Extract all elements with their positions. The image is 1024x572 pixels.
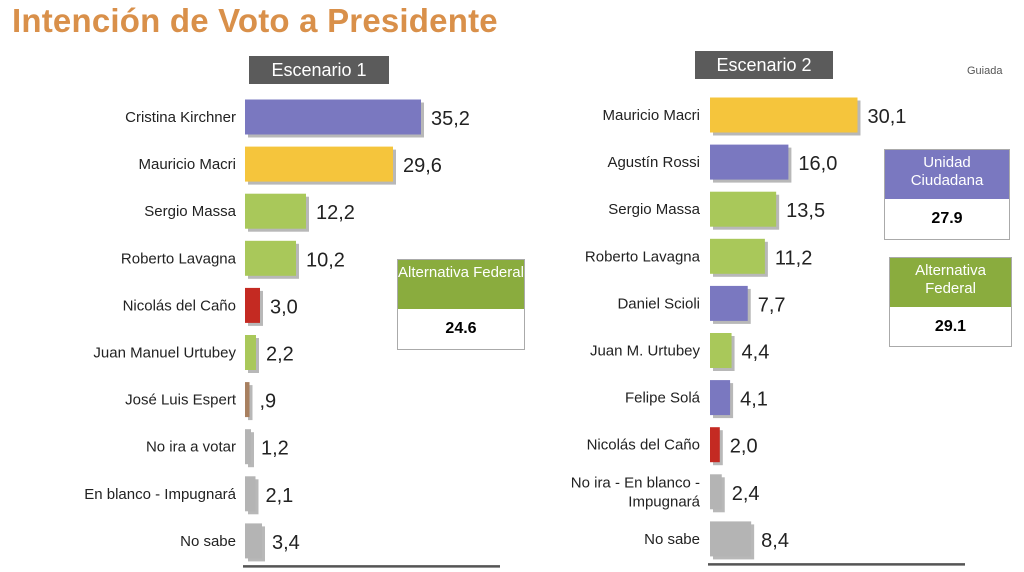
category-label: En blanco - Impugnará bbox=[84, 486, 236, 503]
bar-2-0 bbox=[710, 97, 858, 133]
bar-1-0 bbox=[245, 99, 421, 135]
value-label: 10,2 bbox=[306, 249, 345, 271]
category-label: Nicolás del Caño bbox=[587, 437, 700, 454]
scenario-1-header: Escenario 1 bbox=[249, 56, 389, 84]
value-label: 4,4 bbox=[742, 342, 770, 364]
category-label: Roberto Lavagna bbox=[585, 248, 701, 265]
category-label: José Luis Espert bbox=[125, 392, 237, 409]
bar-2-3 bbox=[710, 238, 765, 274]
alternativa-federal-label: Alternativa Federal bbox=[890, 258, 1011, 307]
value-label: 30,1 bbox=[867, 106, 906, 128]
value-label: 2,0 bbox=[730, 436, 758, 458]
category-label: Nicolás del Caño bbox=[123, 297, 236, 314]
bar-1-5 bbox=[245, 335, 256, 370]
alternativa-federal-label: Alternativa Federal bbox=[398, 260, 524, 309]
bar-1-9 bbox=[245, 523, 262, 559]
value-label: ,9 bbox=[260, 391, 277, 413]
alternativa-federal-value: 24.6 bbox=[445, 320, 477, 337]
bar-2-8 bbox=[710, 474, 722, 510]
alternativa-federal-box-scenario-1: Alternativa Federal 24.6 bbox=[397, 259, 525, 350]
category-label: Cristina Kirchner bbox=[125, 109, 236, 126]
category-label: No ira - En blanco -Impugnará bbox=[571, 474, 701, 510]
value-label: 13,5 bbox=[786, 200, 825, 222]
value-label: 2,2 bbox=[266, 344, 294, 366]
bar-1-7 bbox=[245, 429, 251, 465]
bar-2-6 bbox=[710, 380, 731, 416]
bar-2-7 bbox=[710, 427, 720, 463]
page-title: Intención de Voto a Presidente bbox=[12, 2, 498, 39]
category-label: Sergio Massa bbox=[608, 201, 700, 218]
value-label: 2,1 bbox=[266, 485, 294, 507]
value-label: 3,4 bbox=[272, 532, 300, 554]
category-label: No ira a votar bbox=[146, 439, 236, 456]
bar-2-2 bbox=[710, 191, 777, 227]
scenario-2-header: Escenario 2 bbox=[695, 51, 833, 79]
unidad-ciudadana-value: 27.9 bbox=[931, 210, 963, 227]
category-label: No sabe bbox=[644, 531, 700, 548]
value-label: 12,2 bbox=[316, 202, 355, 224]
alternativa-federal-box-scenario-2: Alternativa Federal 29.1 bbox=[889, 257, 1012, 347]
bar-1-2 bbox=[245, 193, 306, 229]
source-note: Guiada bbox=[967, 65, 1003, 77]
alternativa-federal-value: 29.1 bbox=[934, 318, 967, 335]
value-label: 16,0 bbox=[798, 153, 837, 175]
value-label: 11,2 bbox=[775, 247, 812, 269]
category-label: Mauricio Macri bbox=[602, 107, 700, 124]
unidad-ciudadana-label: Unidad Ciudadana bbox=[885, 150, 1009, 199]
category-label: Juan M. Urtubey bbox=[590, 343, 701, 360]
category-label: Agustín Rossi bbox=[607, 154, 700, 171]
bar-1-6 bbox=[245, 382, 250, 418]
category-label: No sabe bbox=[180, 533, 236, 550]
unidad-ciudadana-box-scenario-2: Unidad Ciudadana 27.9 bbox=[884, 149, 1010, 240]
bar-shadow bbox=[248, 385, 253, 421]
bar-2-5 bbox=[710, 333, 732, 368]
value-label: 35,2 bbox=[431, 108, 470, 130]
value-label: 2,4 bbox=[732, 483, 760, 505]
value-label: 3,0 bbox=[270, 296, 298, 318]
value-label: 4,1 bbox=[740, 389, 768, 411]
bar-2-4 bbox=[710, 285, 748, 321]
bar-2-9 bbox=[710, 521, 752, 557]
value-label: 29,6 bbox=[403, 155, 442, 177]
bar-1-3 bbox=[245, 240, 296, 276]
category-label: Felipe Solá bbox=[625, 390, 701, 407]
bar-1-1 bbox=[245, 146, 393, 182]
category-label: Roberto Lavagna bbox=[121, 250, 237, 267]
value-label: 7,7 bbox=[758, 294, 786, 316]
category-label: Sergio Massa bbox=[144, 203, 236, 220]
category-label: Mauricio Macri bbox=[138, 156, 236, 173]
value-label: 8,4 bbox=[761, 530, 789, 552]
bar-2-1 bbox=[710, 144, 789, 180]
bar-1-8 bbox=[245, 476, 256, 512]
bar-1-4 bbox=[245, 287, 260, 323]
category-label: Daniel Scioli bbox=[617, 295, 700, 312]
value-label: 1,2 bbox=[261, 438, 289, 460]
category-label: Juan Manuel Urtubey bbox=[93, 345, 236, 362]
